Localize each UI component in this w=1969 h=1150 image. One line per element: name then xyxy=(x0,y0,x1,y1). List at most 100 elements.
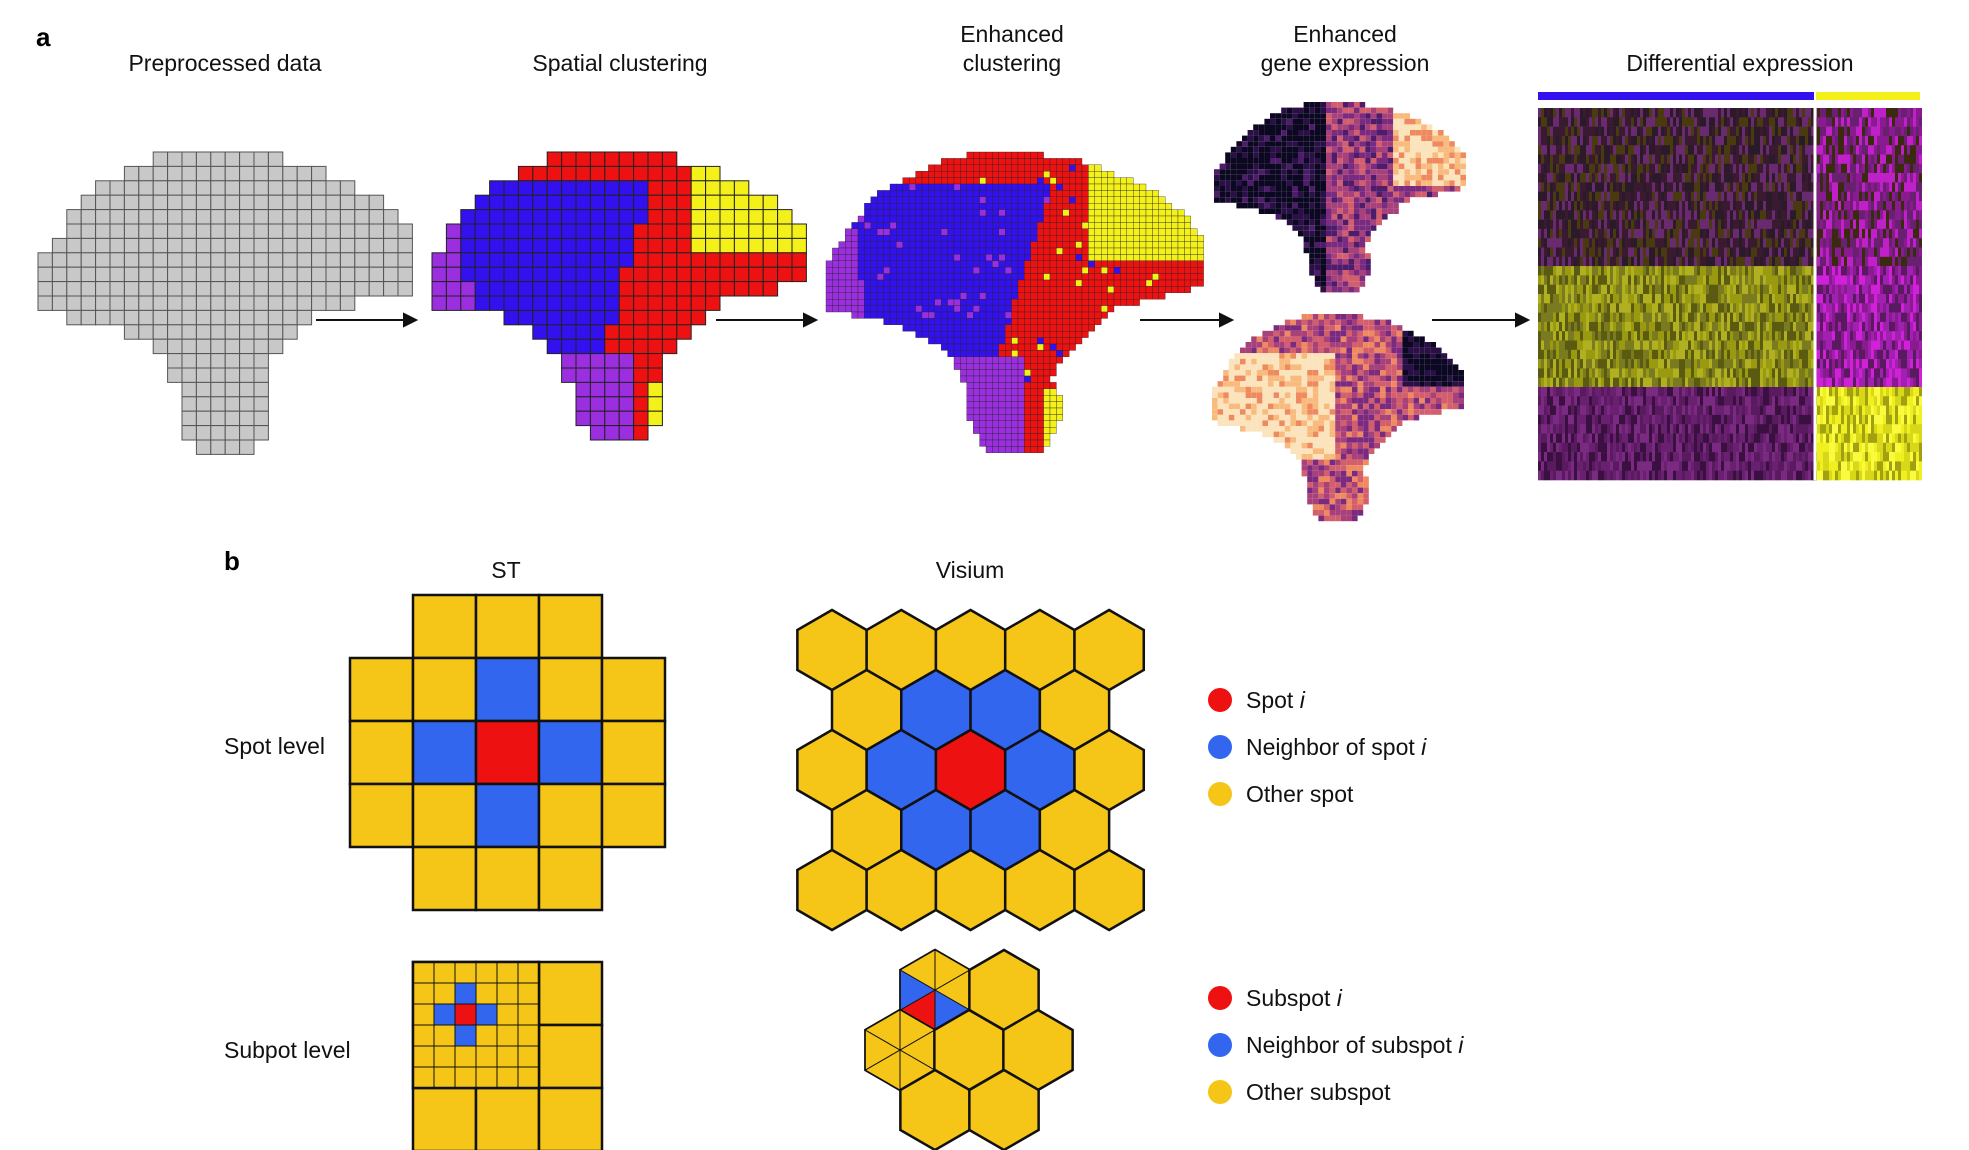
heatmap-cell xyxy=(1763,126,1766,137)
expression-cell xyxy=(1275,152,1282,158)
spot-cell xyxy=(973,407,980,415)
spot-cell xyxy=(1094,305,1102,313)
spot-cell xyxy=(325,180,341,196)
spot-cell xyxy=(1088,203,1095,210)
expression-cell xyxy=(1337,102,1343,108)
expression-cell xyxy=(1365,186,1371,192)
spot-cell xyxy=(1126,241,1134,249)
expression-cell xyxy=(1281,141,1287,147)
expression-cell xyxy=(1346,482,1352,488)
expression-cell xyxy=(1240,392,1246,398)
spot-cell xyxy=(589,237,606,254)
expression-cell xyxy=(1348,107,1354,114)
heatmap-cell xyxy=(1580,135,1583,146)
expression-cell xyxy=(1342,107,1349,114)
spot-cell xyxy=(633,180,649,196)
spot-cell xyxy=(902,311,910,319)
expression-cell xyxy=(1303,158,1310,164)
spot-cell xyxy=(966,222,974,229)
spot-cell xyxy=(1024,395,1031,402)
spot-cell xyxy=(883,273,891,281)
expression-cell xyxy=(1337,225,1343,231)
spot-cell xyxy=(460,237,476,254)
expression-cell xyxy=(1264,124,1270,130)
expression-cell xyxy=(1273,325,1280,331)
spot-cell xyxy=(1139,254,1147,261)
spot-cell xyxy=(719,209,735,225)
expression-cell xyxy=(1228,375,1235,382)
spot-cell xyxy=(934,235,942,242)
expression-cell xyxy=(1240,353,1246,359)
spot-cell xyxy=(857,235,865,242)
expression-cell xyxy=(1385,319,1392,326)
spot-cell xyxy=(445,223,462,239)
expression-cell xyxy=(1374,386,1380,393)
heatmap-cell xyxy=(1610,173,1613,183)
spot-cell xyxy=(928,203,935,210)
expression-cell xyxy=(1337,191,1343,198)
heatmap-cell xyxy=(1889,135,1892,146)
heatmap-cell xyxy=(1835,117,1838,127)
spot-cell xyxy=(239,252,255,268)
spot-cell xyxy=(383,209,399,225)
expression-cell xyxy=(1430,370,1436,376)
spot-cell xyxy=(1030,215,1038,223)
expression-cell xyxy=(1309,264,1315,270)
heatmap-cell xyxy=(1697,173,1700,183)
spot-cell xyxy=(1017,350,1025,357)
expression-cell xyxy=(1301,426,1308,432)
spot-cell xyxy=(960,337,967,345)
expression-cell xyxy=(1324,431,1330,438)
spot-cell xyxy=(864,305,871,313)
expression-cell xyxy=(1441,375,1448,382)
expression-cell xyxy=(1251,392,1257,398)
spot-cell xyxy=(915,177,923,185)
heatmap-cell xyxy=(1793,108,1796,118)
expression-cell xyxy=(1382,169,1388,175)
spot-cell xyxy=(934,203,942,210)
expression-cell xyxy=(1312,420,1319,426)
expression-cell xyxy=(1292,180,1298,186)
spot-cell xyxy=(311,194,327,211)
heatmap-cell xyxy=(1568,108,1571,118)
spot-cell xyxy=(561,324,577,340)
spot-cell xyxy=(1152,292,1159,300)
spot-cell xyxy=(339,295,356,311)
expression-cell xyxy=(1382,107,1388,114)
spot-cell xyxy=(909,183,916,191)
spot-cell xyxy=(1011,350,1019,357)
spot-cell xyxy=(825,267,833,274)
spot-cell xyxy=(1005,286,1012,293)
heatmap-cell xyxy=(1772,108,1775,118)
expression-cell xyxy=(1348,275,1354,282)
expression-cell xyxy=(1452,403,1459,410)
heatmap-cell xyxy=(1622,135,1625,146)
spot-cell xyxy=(909,305,916,313)
expression-cell xyxy=(1365,174,1371,181)
expression-cell xyxy=(1217,386,1224,393)
heatmap-cell xyxy=(1838,163,1841,174)
spot-cell xyxy=(1005,267,1012,274)
spot-cell xyxy=(517,252,534,268)
spot-cell xyxy=(1177,247,1185,255)
expression-cell xyxy=(1275,180,1282,186)
expression-cell xyxy=(1240,370,1246,376)
heatmap-cell xyxy=(1664,117,1667,127)
expression-cell xyxy=(1318,347,1324,354)
spot-cell xyxy=(985,158,993,165)
heatmap-cell xyxy=(1790,126,1793,137)
spot-cell xyxy=(489,295,505,311)
heatmap-cell xyxy=(1883,154,1886,165)
expression-cell xyxy=(1331,202,1338,209)
expression-cell xyxy=(1352,319,1358,326)
expression-cell xyxy=(1268,381,1274,387)
spot-cell xyxy=(167,252,183,268)
heatmap-cell xyxy=(1847,126,1850,137)
expression-cell xyxy=(1268,431,1274,438)
expression-cell xyxy=(1320,270,1326,276)
expression-cell xyxy=(1296,381,1302,387)
expression-cell xyxy=(1337,186,1343,192)
spot-cell xyxy=(181,151,197,167)
expression-cell xyxy=(1234,381,1240,387)
spot-cell xyxy=(210,295,226,311)
